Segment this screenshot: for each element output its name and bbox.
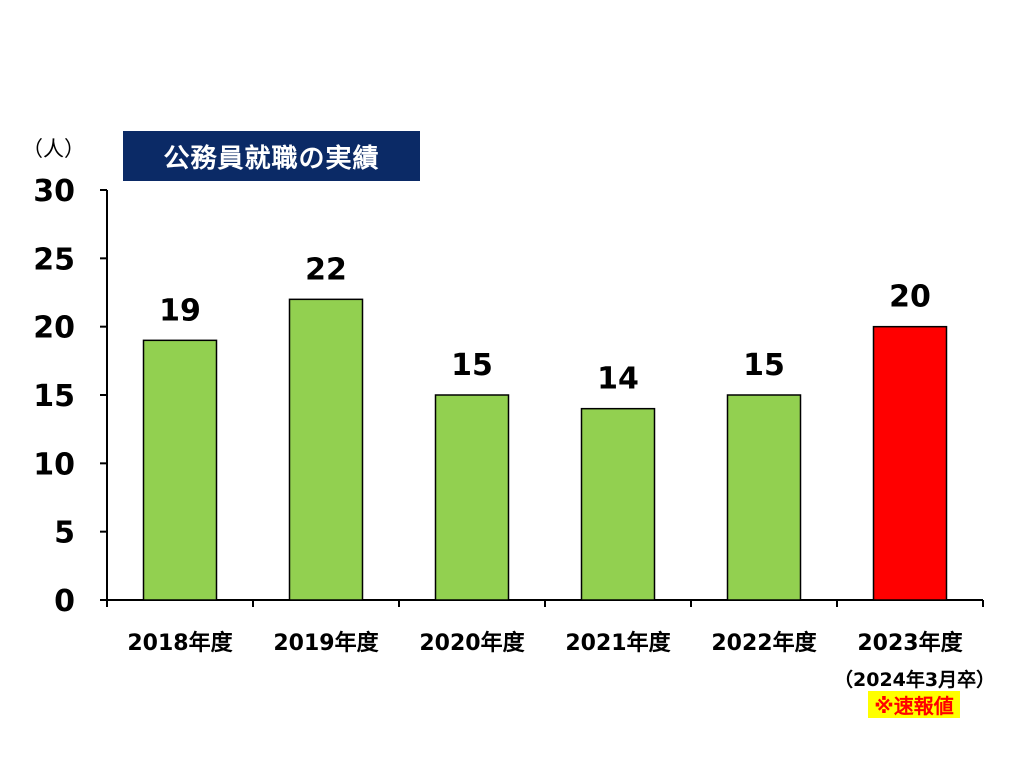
x-category-label: 2020年度 bbox=[419, 630, 525, 656]
y-axis-unit-label: （人） bbox=[22, 137, 85, 161]
bar bbox=[434, 394, 510, 601]
y-tick-label: 30 bbox=[33, 174, 75, 209]
x-category-label: 2023年度 bbox=[857, 630, 963, 656]
preliminary-flag: ※速報値 bbox=[868, 691, 960, 718]
bar bbox=[872, 325, 948, 601]
data-label: 14 bbox=[597, 362, 639, 397]
bar bbox=[726, 394, 802, 601]
y-tick-label: 25 bbox=[33, 242, 75, 277]
y-tick-label: 0 bbox=[54, 584, 75, 619]
y-tick-label: 20 bbox=[33, 311, 75, 346]
x-category-label: 2018年度 bbox=[127, 630, 233, 656]
y-tick-label: 5 bbox=[54, 516, 75, 551]
x-category-label: 2021年度 bbox=[565, 630, 671, 656]
x-category-label: 2022年度 bbox=[711, 630, 817, 656]
data-label: 22 bbox=[305, 252, 347, 287]
bar bbox=[580, 407, 656, 601]
bar bbox=[142, 339, 218, 601]
bar bbox=[288, 298, 364, 601]
chart-title: 公務員就職の実績 bbox=[123, 131, 420, 181]
y-tick-label: 10 bbox=[33, 447, 75, 482]
data-label: 19 bbox=[159, 293, 201, 328]
data-label: 20 bbox=[889, 280, 931, 315]
category-note: （2024年3月卒） bbox=[834, 669, 996, 691]
y-tick-label: 15 bbox=[33, 379, 75, 414]
data-label: 15 bbox=[743, 348, 785, 383]
data-label: 15 bbox=[451, 348, 493, 383]
x-category-label: 2019年度 bbox=[273, 630, 379, 656]
